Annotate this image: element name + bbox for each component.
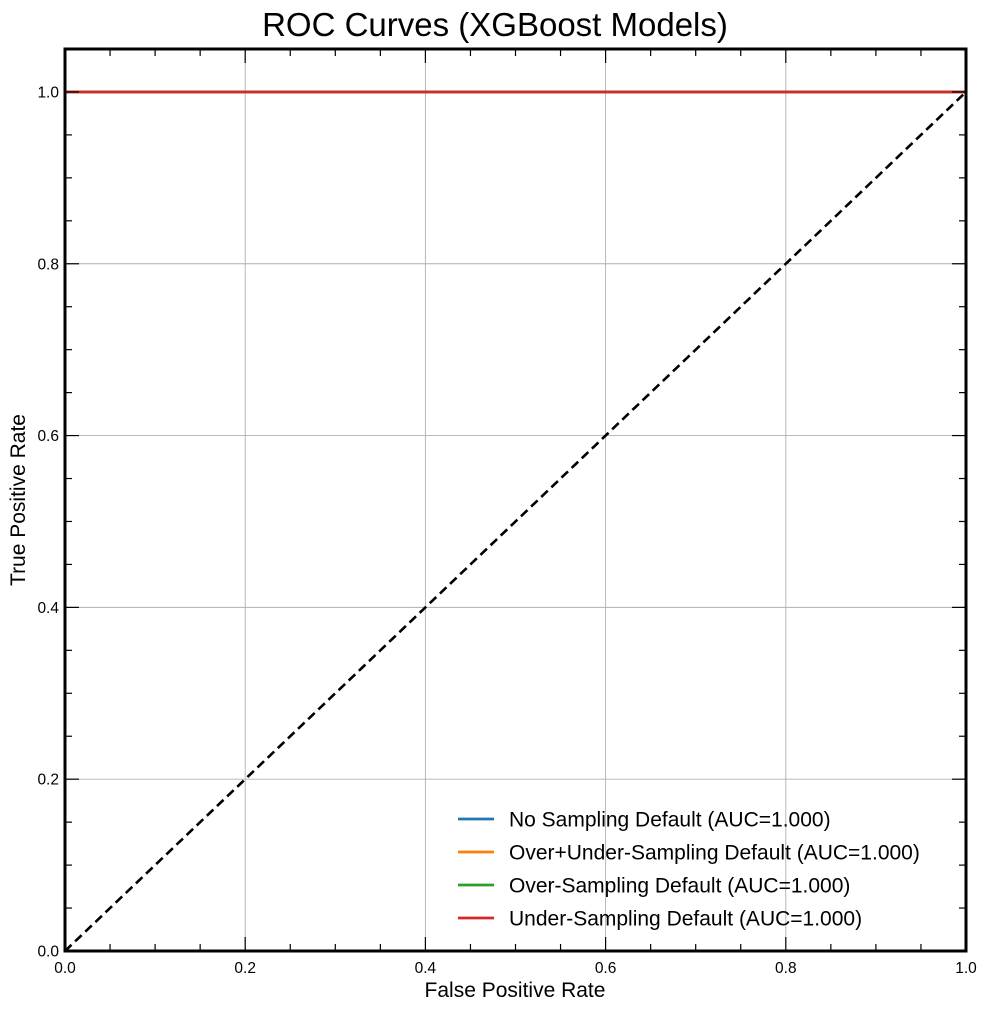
legend-entry-label: Over-Sampling Default (AUC=1.000) <box>509 875 850 898</box>
y-tick-label: 0.8 <box>37 256 59 273</box>
y-tick-label: 0.0 <box>37 944 59 961</box>
legend-entry-label: Over+Under-Sampling Default (AUC=1.000) <box>509 842 920 865</box>
y-tick-label: 0.6 <box>37 428 59 445</box>
legend-entry-label: No Sampling Default (AUC=1.000) <box>509 809 831 832</box>
y-tick-label: 0.2 <box>37 772 59 789</box>
y-axis-label: True Positive Rate <box>7 414 30 586</box>
x-tick-label: 1.0 <box>955 960 977 977</box>
chart-title: ROC Curves (XGBoost Models) <box>262 6 728 43</box>
y-tick-label: 0.4 <box>37 600 59 617</box>
x-tick-label: 0.2 <box>234 960 256 977</box>
y-tick-label: 1.0 <box>37 84 59 101</box>
legend: No Sampling Default (AUC=1.000) Over+Unde… <box>458 809 920 931</box>
x-axis-label: False Positive Rate <box>425 979 606 1002</box>
reference-diagonal-line <box>64 91 967 952</box>
x-tick-label: 0.8 <box>775 960 797 977</box>
x-tick-label: 0.0 <box>54 960 76 977</box>
axis-ticks: 0.0 0.2 0.4 0.6 0.8 1.0 0.0 0.2 0.4 0.6 0.8 1.0 <box>37 48 977 977</box>
x-tick-label: 0.4 <box>415 960 437 977</box>
legend-entry-label: Under-Sampling Default (AUC=1.000) <box>509 908 862 931</box>
x-tick-label: 0.6 <box>595 960 617 977</box>
